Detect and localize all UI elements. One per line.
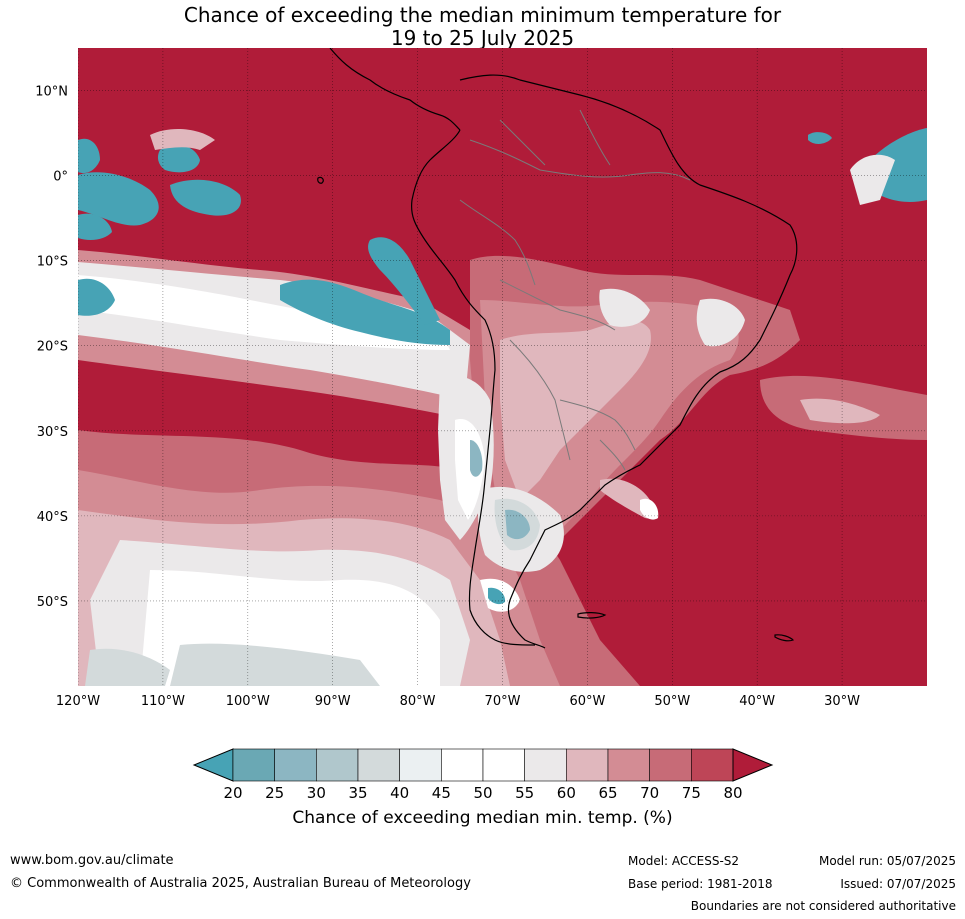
colorbar-swatch [566,748,609,782]
field-south-tip-20 [488,587,506,605]
field-east-atlantic-60 [850,154,895,205]
colorbar-tick-label: 35 [348,784,367,802]
colorbar-under-arrow [192,748,234,782]
field-equatorial-20a [78,213,112,240]
coastline-south-america-east [459,74,798,649]
map-title-line-1: Chance of exceeding the median minimum t… [183,3,782,27]
map-title-line-2: 19 to 25 July 2025 [390,26,575,50]
footer-model: Model: ACCESS-S2 [628,854,740,868]
colorbar-tick-label: 55 [515,784,534,802]
colorbar-swatch [691,748,734,782]
field-tropical-band-20 [280,279,450,345]
border-peru [459,199,536,286]
colorbar-over-arrow [732,748,774,782]
colorbar-tick-label: 20 [223,784,242,802]
field-east-atlantic-20b [808,132,832,144]
longitude-tick-label: 90°W [315,694,351,709]
longitude-tick-label: 70°W [485,694,521,709]
colorbar-tick-label: 65 [598,784,617,802]
field-equatorial-20c [78,138,100,174]
colorbar-tick-label: 25 [265,784,284,802]
coastline-falkland-islands [577,612,607,619]
colorbar-tick-label: 70 [640,784,659,802]
footer-issued: Issued: 07/07/2025 [840,877,956,891]
colorbar-tick-labels: 20 25 30 35 40 45 50 55 60 65 70 75 80 [223,784,742,802]
colorbar [192,748,774,782]
border-guyana [579,109,611,166]
border-argentina-chile [509,339,571,461]
colorbar-swatch [482,748,525,782]
footer-disclaimer: Boundaries are not considered authoritat… [690,899,956,913]
latitude-tick-label: 50°S [37,595,68,610]
colorbar-tick-label: 40 [390,784,409,802]
field-equatorial-20e [170,179,241,216]
latitude-tick-label: 0° [53,170,68,185]
colorbar-swatch [232,748,275,782]
colorbar-tick-label: 50 [473,784,492,802]
field-atlantic-50 [640,498,659,520]
field-continent-60 [599,288,650,327]
field-tropical-band-20c [78,278,115,316]
border-uruguay [599,439,626,471]
latitude-tick-label: 20°S [37,340,68,355]
colorbar-tick-label: 30 [307,784,326,802]
field-chile-30 [470,440,483,477]
footer-model-run: Model run: 05/07/2025 [818,854,956,868]
field-patagonia-30 [505,509,530,540]
field-equatorial-20d [157,144,200,173]
field-atlantic-65 [800,398,880,424]
field-south-pacific-40b [85,648,170,686]
country-borders [459,109,691,471]
colorbar-tick-label: 45 [432,784,451,802]
latitude-tick-label: 40°S [37,510,68,525]
colorbar-swatch [399,748,442,782]
longitude-tick-label: 40°W [739,694,775,709]
colorbar-swatch [649,748,692,782]
longitude-tick-label: 110°W [141,694,185,709]
latitude-tick-label: 10°S [37,255,68,270]
latitude-tick-labels: 10°N 0° 10°S 20°S 30°S 40°S 50°S [35,85,68,610]
border-paraguay [559,399,636,451]
colorbar-swatch [316,748,359,782]
colorbar-tick-label: 75 [682,784,701,802]
colorbar-tick-label: 60 [557,784,576,802]
probability-field [78,48,927,686]
map-title: Chance of exceeding the median minimum t… [0,4,965,50]
field-equatorial-65 [150,128,215,150]
colorbar-tick-label: 80 [723,784,742,802]
coastline-central-america [329,48,461,131]
footer-base-period: Base period: 1981-2018 [628,877,773,891]
longitude-tick-labels: 120°W 110°W 100°W 90°W 80°W 70°W 60°W 50°W 40°W 3… [56,694,860,709]
coastline-galapagos [317,176,324,184]
field-brazil-60 [696,298,745,347]
border-brazil-bolivia [499,279,616,331]
graticule [78,48,927,686]
field-south-pacific-40 [170,643,380,686]
border-north [469,139,691,181]
longitude-tick-label: 80°W [400,694,436,709]
footer-url[interactable]: www.bom.gov.au/climate [10,853,174,868]
colorbar-label: Chance of exceeding median min. temp. (%… [292,808,673,828]
colorbar-swatch [441,748,484,782]
colorbar-swatch [607,748,650,782]
field-continent-65 [500,320,651,500]
latitude-tick-label: 30°S [37,425,68,440]
longitude-tick-label: 100°W [226,694,270,709]
longitude-tick-label: 30°W [824,694,860,709]
longitude-tick-label: 50°W [654,694,690,709]
colorbar-swatch [524,748,567,782]
longitude-tick-label: 60°W [569,694,605,709]
latitude-tick-label: 10°N [35,85,68,100]
coastline-south-georgia [774,634,795,642]
longitude-tick-label: 120°W [56,694,100,709]
field-tropical-band-20b [368,237,440,325]
colorbar-swatch [357,748,400,782]
footer-copyright: © Commonwealth of Australia 2025, Austra… [10,876,471,891]
border-colombia-venezuela [499,119,546,166]
field-equatorial-20b [78,172,159,226]
coastlines [317,48,798,649]
colorbar-swatch [274,748,317,782]
coastline-south-america-west [410,129,536,646]
